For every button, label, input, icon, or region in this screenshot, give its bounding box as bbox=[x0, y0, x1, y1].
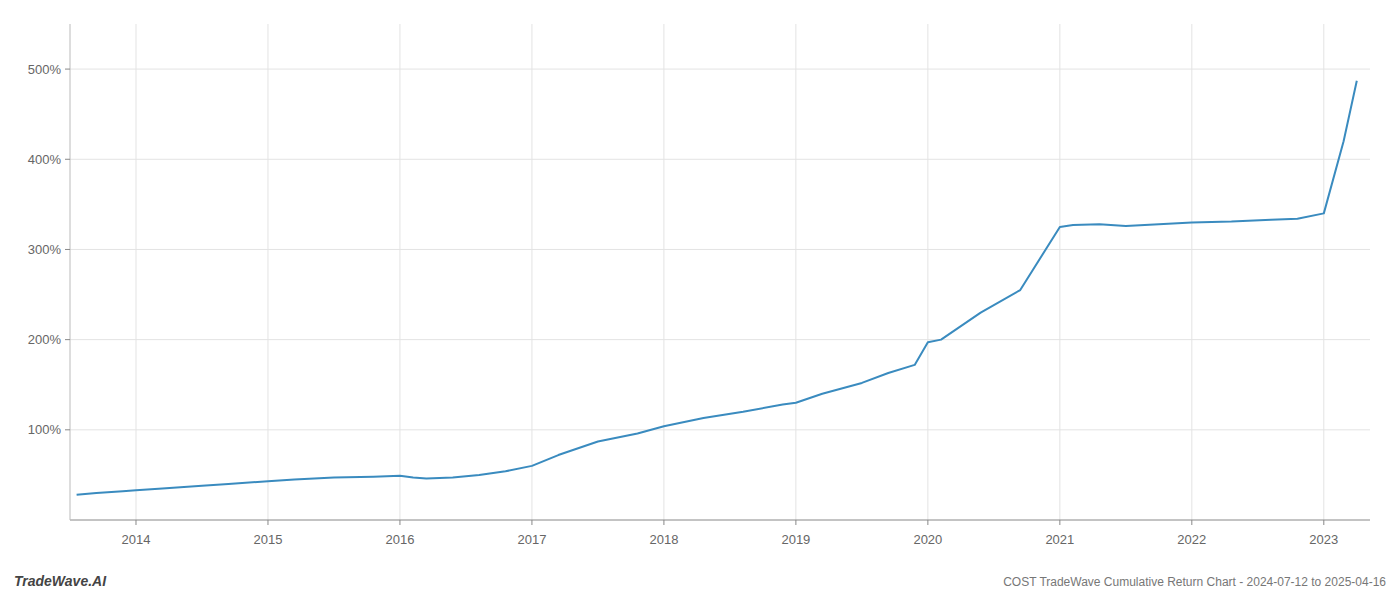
grid bbox=[70, 24, 1370, 520]
chart: 2014 2015 2016 2017 2018 2019 2020 2021 2022 2023… bbox=[0, 0, 1400, 600]
x-tick-label: 2014 bbox=[122, 532, 151, 547]
x-tick-label: 2017 bbox=[517, 532, 546, 547]
grid-line-y bbox=[70, 429, 1370, 430]
x-tick bbox=[399, 520, 400, 525]
grid-line-y bbox=[70, 339, 1370, 340]
x-tick-label: 2020 bbox=[913, 532, 942, 547]
chart-container: 2014 2015 2016 2017 2018 2019 2020 2021 2022 2023… bbox=[0, 0, 1400, 600]
x-tick bbox=[663, 520, 664, 525]
y-tick-label: 500% bbox=[28, 62, 62, 77]
y-tick bbox=[65, 429, 70, 430]
x-tick bbox=[1191, 520, 1192, 525]
x-tick-label: 2023 bbox=[1309, 532, 1338, 547]
y-tick-label: 300% bbox=[28, 242, 62, 257]
y-tick bbox=[65, 159, 70, 160]
x-tick bbox=[531, 520, 532, 525]
watermark: TradeWave.AI bbox=[14, 573, 107, 589]
x-tick-label: 2018 bbox=[649, 532, 678, 547]
grid-line-x bbox=[399, 24, 400, 520]
x-tick-label: 2021 bbox=[1045, 532, 1074, 547]
x-tick-label: 2016 bbox=[385, 532, 414, 547]
x-tick bbox=[795, 520, 796, 525]
y-tick-label: 200% bbox=[28, 332, 62, 347]
y-tick bbox=[65, 249, 70, 250]
y-tick bbox=[65, 69, 70, 70]
grid-line-x bbox=[135, 24, 136, 520]
x-tick bbox=[267, 520, 268, 525]
grid-line-x bbox=[1323, 24, 1324, 520]
tick-labels: 2014 2015 2016 2017 2018 2019 2020 2021 2022 2023… bbox=[28, 62, 1339, 547]
grid-line-x bbox=[663, 24, 664, 520]
grid-line-x bbox=[1059, 24, 1060, 520]
x-tick-label: 2015 bbox=[254, 532, 283, 547]
x-tick bbox=[1323, 520, 1324, 525]
y-tick bbox=[65, 339, 70, 340]
grid-line-y bbox=[70, 159, 1370, 160]
x-tick-label: 2022 bbox=[1177, 532, 1206, 547]
x-tick bbox=[1059, 520, 1060, 525]
line bbox=[77, 81, 1357, 495]
y-axis-line bbox=[70, 24, 71, 520]
grid-line-y bbox=[70, 69, 1370, 70]
x-tick bbox=[927, 520, 928, 525]
grid-line-x bbox=[267, 24, 268, 520]
series bbox=[77, 81, 1357, 495]
grid-line-y bbox=[70, 249, 1370, 250]
grid-line-x bbox=[531, 24, 532, 520]
x-tick bbox=[135, 520, 136, 525]
x-tick-label: 2019 bbox=[781, 532, 810, 547]
y-tick-label: 400% bbox=[28, 152, 62, 167]
y-tick-label: 100% bbox=[28, 422, 62, 437]
title: COST TradeWave Cumulative Return Chart -… bbox=[1003, 575, 1386, 589]
grid-line-x bbox=[1191, 24, 1192, 520]
grid-line-x bbox=[927, 24, 928, 520]
grid-line-x bbox=[795, 24, 796, 520]
x-axis-line bbox=[70, 520, 1370, 521]
